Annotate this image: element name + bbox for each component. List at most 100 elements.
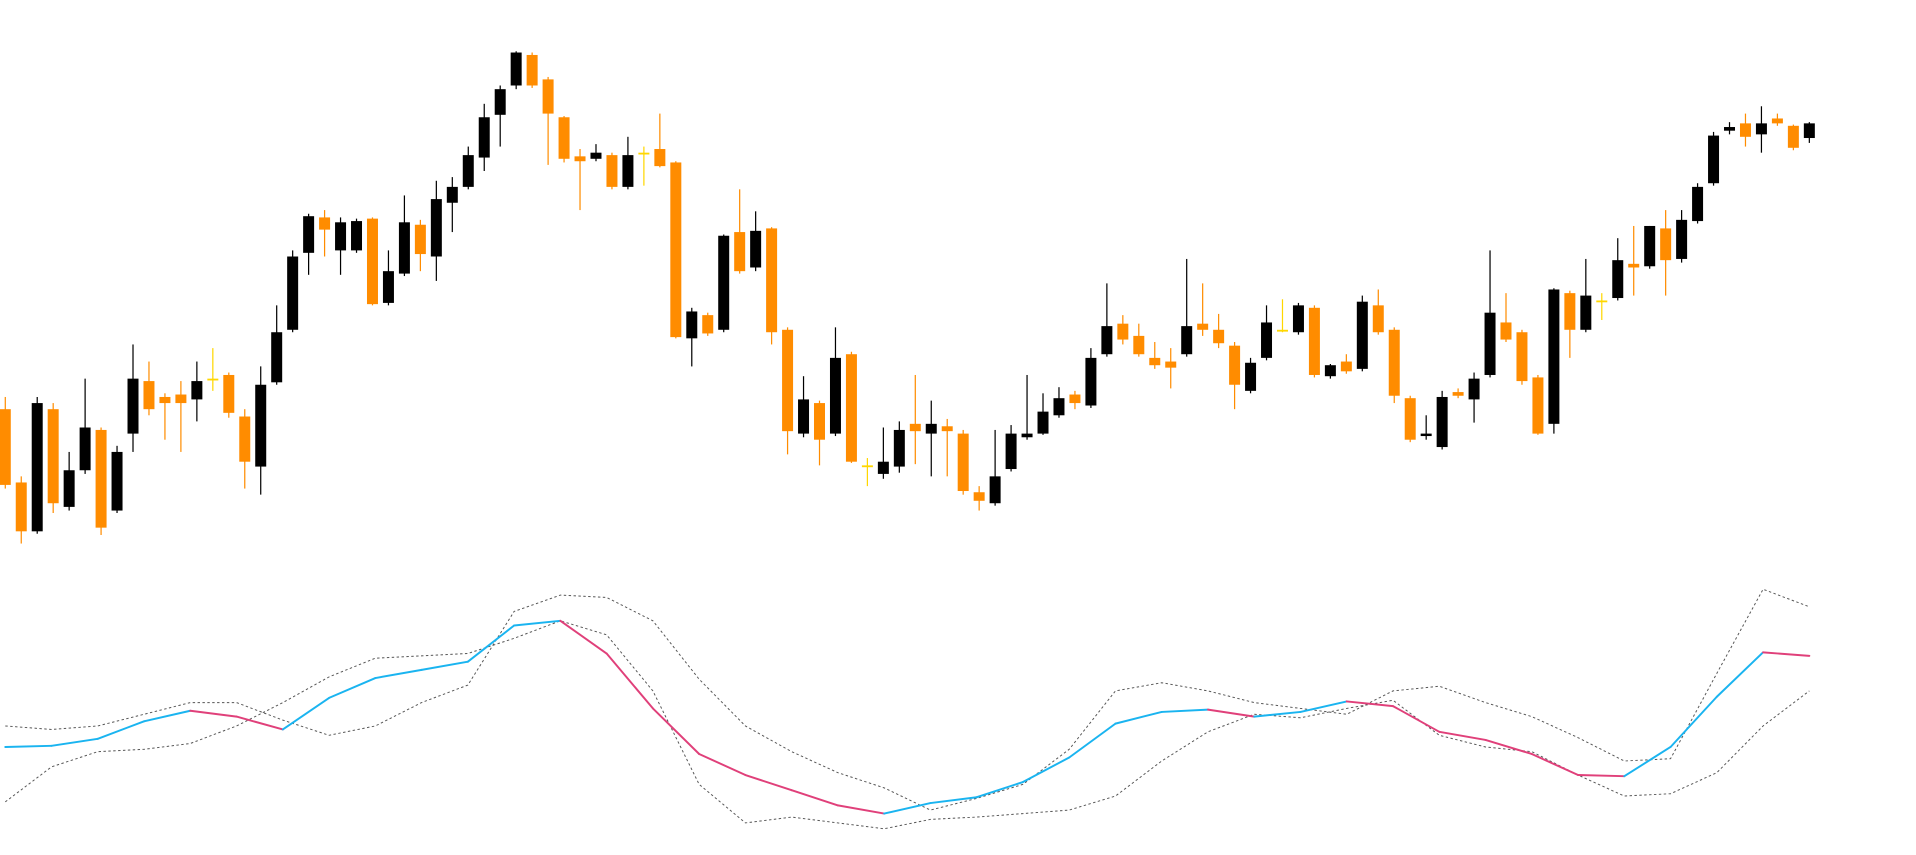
candle-body xyxy=(494,89,506,115)
candle-body xyxy=(1197,323,1209,330)
candle-body xyxy=(1755,123,1767,135)
candle-body xyxy=(319,217,331,230)
candle-body xyxy=(1085,357,1097,406)
indicator-segment xyxy=(1484,738,1533,755)
candle-body xyxy=(1580,295,1592,330)
candle-body xyxy=(1436,396,1448,448)
candle-body xyxy=(1771,118,1783,124)
candle-body xyxy=(1261,322,1273,358)
candle-body xyxy=(1596,300,1608,303)
candle-body xyxy=(1803,123,1815,139)
indicator-segment xyxy=(235,715,284,731)
indicator-segment xyxy=(50,737,99,747)
indicator-segment xyxy=(1160,708,1209,713)
candle-body xyxy=(1213,329,1225,344)
indicator-segment xyxy=(1114,710,1163,725)
candle-body xyxy=(191,381,203,400)
candle-body xyxy=(526,54,538,86)
candle-body xyxy=(1005,433,1017,470)
candle-body xyxy=(1724,127,1736,131)
candle-body xyxy=(1340,361,1352,372)
candle-body xyxy=(1021,433,1033,438)
candle-body xyxy=(1165,361,1177,368)
indicator-segment xyxy=(466,624,516,663)
candle-body xyxy=(1612,260,1624,299)
candle-body xyxy=(223,374,235,413)
indicator-segment xyxy=(189,709,238,718)
indicator-segment xyxy=(328,677,377,699)
candle-body xyxy=(1676,219,1688,259)
candle-body xyxy=(957,433,969,492)
candle-body xyxy=(909,423,921,432)
candle-body xyxy=(798,399,810,434)
candle-body xyxy=(1276,329,1288,332)
candle-body xyxy=(143,381,155,410)
indicator-segment xyxy=(1392,705,1441,733)
candle-body xyxy=(1133,335,1145,355)
indicator-segment xyxy=(1762,651,1811,657)
band-line xyxy=(4,620,1810,830)
candle-body xyxy=(1181,326,1193,355)
indicator-segment xyxy=(374,668,423,680)
candle-body xyxy=(1229,345,1241,385)
candle-body xyxy=(654,149,666,167)
indicator-segment xyxy=(420,660,469,671)
candle-body xyxy=(239,416,251,462)
candle-body xyxy=(1356,301,1368,369)
candle-body xyxy=(590,152,602,159)
indicator-segment xyxy=(143,709,192,723)
indicator-segment xyxy=(836,804,886,815)
candle-body xyxy=(1404,398,1416,440)
candle-body xyxy=(366,218,378,305)
candle-body xyxy=(1388,329,1400,396)
candle-body xyxy=(79,427,91,471)
candle-body xyxy=(1053,398,1065,416)
candle-body xyxy=(1037,411,1049,434)
candle-body xyxy=(1564,293,1576,330)
candle-body xyxy=(702,315,714,334)
candle-body xyxy=(1692,186,1704,222)
candle-body xyxy=(430,199,442,257)
candle-body xyxy=(0,409,11,485)
candle-body xyxy=(287,256,299,330)
indicator-segment xyxy=(1299,700,1348,713)
candle-body xyxy=(351,221,363,251)
indicator-segment xyxy=(883,802,932,815)
candle-body xyxy=(1628,263,1640,268)
candle-body xyxy=(95,429,107,528)
indicator-segment xyxy=(790,789,839,807)
candle-body xyxy=(861,465,873,468)
indicator-segment xyxy=(698,753,747,777)
indicator-segment xyxy=(1207,708,1256,718)
candle-body xyxy=(1660,228,1672,261)
candle-body xyxy=(335,222,347,251)
indicator-segment xyxy=(1021,756,1071,784)
candle-body xyxy=(1149,357,1161,366)
candle-body xyxy=(382,271,394,303)
band-line xyxy=(5,588,1810,811)
candle-body xyxy=(686,311,698,339)
candle-body xyxy=(542,79,554,114)
indicator-segment xyxy=(1623,746,1672,778)
candle-body xyxy=(1548,289,1560,424)
candle-body xyxy=(814,403,825,440)
candle-body xyxy=(973,492,985,501)
indicator-segment xyxy=(1530,753,1580,777)
candle-body xyxy=(303,216,315,253)
candle-body xyxy=(1117,323,1129,340)
candle-body xyxy=(1500,322,1512,340)
candle-body xyxy=(638,152,650,155)
indicator-segment xyxy=(605,652,654,710)
indicator-segment xyxy=(651,707,701,755)
indicator-segment xyxy=(559,619,608,655)
candle-body xyxy=(15,482,27,532)
indicator-segment xyxy=(4,744,53,748)
candle-body xyxy=(462,155,474,187)
candle-body xyxy=(989,476,1001,504)
indicator-segment xyxy=(1345,700,1394,708)
candle-body xyxy=(925,423,937,434)
candle-body xyxy=(829,357,841,434)
indicator-segment xyxy=(513,619,562,627)
